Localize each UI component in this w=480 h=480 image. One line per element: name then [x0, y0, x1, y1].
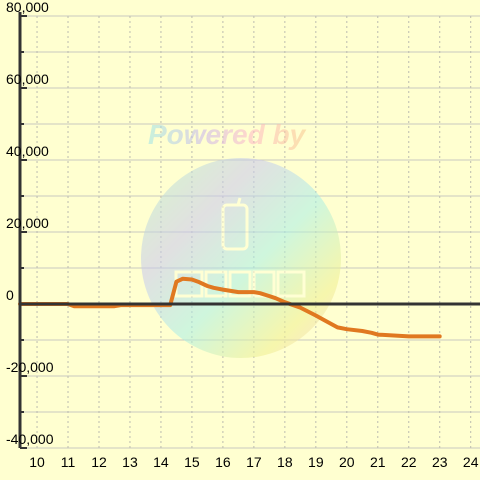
y-tick-label: 0 [6, 287, 14, 303]
y-tick-label: 80,000 [6, 0, 49, 15]
watermark-circle [141, 158, 341, 358]
x-tick-label: 13 [122, 454, 138, 470]
y-tick-label: 40,000 [6, 143, 49, 159]
x-tick-label: 24 [463, 454, 479, 470]
tick-labels: -40,000 -20,000 0 20,000 40,000 60,000 80,000 1… [6, 0, 479, 470]
x-tick-label: 21 [370, 454, 386, 470]
x-tick-label: 22 [401, 454, 417, 470]
y-tick-label: 20,000 [6, 215, 49, 231]
y-tick-label: 60,000 [6, 71, 49, 87]
x-tick-label: 17 [246, 454, 262, 470]
axes [18, 12, 480, 449]
x-tick-label: 10 [29, 454, 45, 470]
powered-by-watermark: Powered by [141, 119, 341, 358]
x-tick-label: 23 [432, 454, 448, 470]
x-tick-label: 18 [277, 454, 293, 470]
x-tick-label: 14 [153, 454, 169, 470]
x-tick-label: 15 [184, 454, 200, 470]
x-tick-label: 19 [308, 454, 324, 470]
y-tick-label: -20,000 [6, 359, 54, 375]
x-tick-label: 12 [91, 454, 107, 470]
y-tick-label: -40,000 [6, 431, 54, 447]
x-tick-label: 20 [339, 454, 355, 470]
x-tick-label: 16 [215, 454, 231, 470]
watermark-text: Powered by [148, 119, 307, 150]
x-tick-label: 11 [61, 454, 76, 470]
